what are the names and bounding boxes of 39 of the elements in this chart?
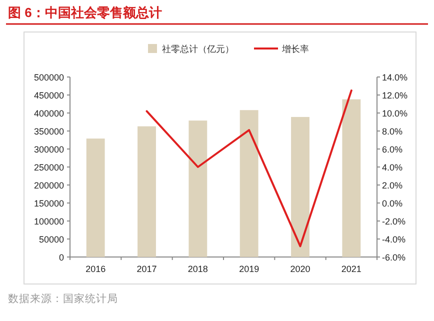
- y2-tick-label: 10.0%: [382, 108, 408, 118]
- y2-tick-label: 14.0%: [382, 72, 408, 82]
- y-tick-label: 0: [58, 252, 64, 262]
- x-tick-label: 2018: [188, 264, 208, 274]
- y2-tick-label: -4.0%: [382, 234, 406, 244]
- y-tick-label: 250000: [34, 162, 64, 172]
- x-tick-label: 2019: [239, 264, 260, 274]
- y2-tick-label: 2.0%: [382, 180, 403, 190]
- y2-tick-label: -2.0%: [382, 216, 406, 226]
- line-series: [146, 90, 352, 248]
- y-tick-label: 150000: [34, 198, 64, 208]
- y-tick-label: 300000: [34, 144, 64, 154]
- bar: [86, 138, 105, 257]
- bar: [188, 120, 208, 257]
- title: 图 6：中国社会零售额总计: [8, 5, 162, 20]
- bar: [342, 99, 361, 257]
- y2-tick-label: 8.0%: [382, 126, 403, 136]
- y-tick-label: 500000: [34, 72, 64, 82]
- legend-label: 社零总计（亿元）: [162, 44, 234, 54]
- bar: [138, 126, 156, 257]
- y2-tick-label: 0.0%: [382, 198, 403, 208]
- y-tick-label: 350000: [34, 126, 64, 136]
- y-tick-label: 400000: [34, 108, 64, 118]
- bar: [240, 110, 258, 257]
- x-tick-label: 2021: [341, 264, 362, 274]
- y-tick-label: 450000: [34, 90, 64, 100]
- x-tick-label: 2017: [136, 264, 157, 274]
- y2-tick-label: 4.0%: [382, 162, 403, 172]
- y2-tick-label: 12.0%: [382, 90, 408, 100]
- y-tick-label: 200000: [34, 180, 64, 190]
- legend-label: 增长率: [281, 44, 309, 54]
- y-tick-label: 50000: [38, 234, 64, 244]
- bar: [291, 116, 310, 257]
- y2-tick-label: 6.0%: [382, 144, 403, 154]
- x-tick-label: 2016: [86, 264, 106, 274]
- source-note: 数据来源：国家统计局: [8, 292, 118, 305]
- y2-tick-label: -6.0%: [382, 252, 406, 262]
- x-tick-label: 2020: [290, 264, 310, 274]
- y-tick-label: 100000: [34, 216, 64, 226]
